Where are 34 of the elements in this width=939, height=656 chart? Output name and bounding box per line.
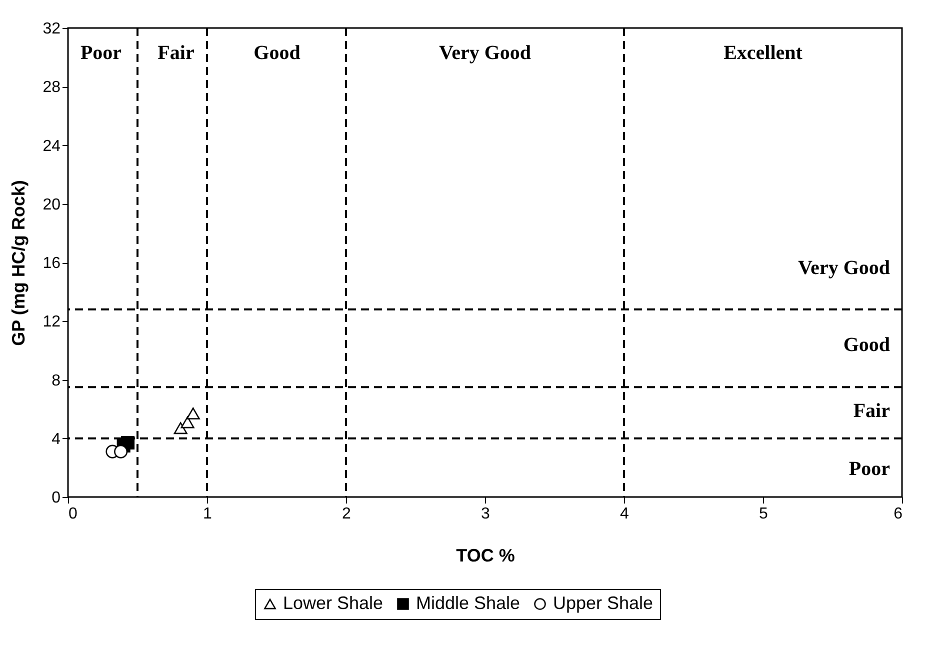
x-tick-label: 6 <box>894 506 903 522</box>
x-tick-label: 2 <box>342 506 352 522</box>
y-tick-label: 32 <box>42 20 61 38</box>
annotation: Fair <box>853 400 890 422</box>
y-tick-label: 0 <box>52 490 61 506</box>
x-tick-label: 5 <box>759 506 768 522</box>
legend-label: Lower Shale <box>283 593 384 613</box>
annotation: Poor <box>80 42 122 64</box>
legend-label: Middle Shale <box>416 593 520 613</box>
y-axis-title: GP (mg HC/g Rock) <box>8 180 29 346</box>
y-tick-label: 24 <box>42 138 61 155</box>
y-tick-label: 16 <box>42 255 61 272</box>
x-axis-title: TOC % <box>456 546 515 566</box>
annotation: Good <box>254 42 300 64</box>
x-tick-label: 3 <box>481 506 490 522</box>
point <box>114 444 128 458</box>
y-tick-label: 28 <box>42 79 61 96</box>
point <box>180 416 194 428</box>
y-tick-label: 20 <box>42 196 61 214</box>
y-tick-label: 8 <box>52 372 61 390</box>
x-tick-label: 4 <box>620 506 630 522</box>
point <box>186 408 200 420</box>
annotation: Very Good <box>438 42 532 64</box>
y-tick-label: 4 <box>52 430 61 448</box>
point <box>174 422 188 434</box>
annotation: Very Good <box>798 257 890 279</box>
y-tick-label: 12 <box>42 314 61 331</box>
annotation: Excellent <box>724 42 803 64</box>
x-tick-label: 0 <box>68 506 78 522</box>
annotation: Fair <box>158 42 194 64</box>
legend-label: Upper Shale <box>553 593 654 613</box>
annotation: Good <box>843 334 890 356</box>
x-tick-label: 1 <box>203 506 212 522</box>
annotation: Poor <box>848 458 890 480</box>
